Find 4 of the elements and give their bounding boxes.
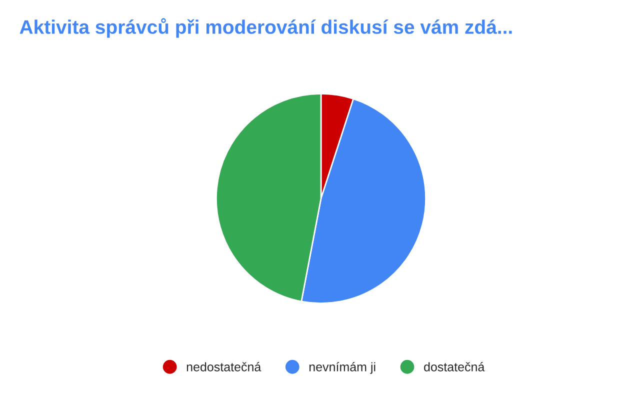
legend-label: dostatečná: [424, 362, 485, 372]
legend-label: nedostatečná: [186, 362, 262, 372]
chart-title: Aktivita správců při moderování diskusí se vám zdá...: [20, 18, 512, 38]
legend-label: nevnímám ji: [309, 362, 376, 374]
